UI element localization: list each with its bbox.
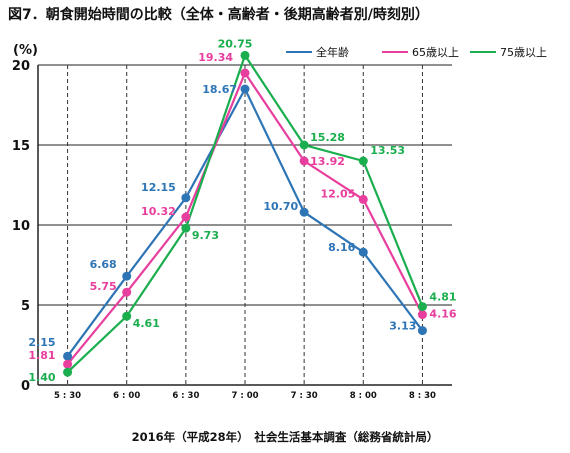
data-label: 8.16 <box>328 241 355 254</box>
data-point <box>122 287 132 297</box>
data-label: 3.13 <box>389 320 416 333</box>
data-label: 9.73 <box>192 229 219 242</box>
tick-labels: 0 5 10 15 20 5 : 30 6 : 00 6 : 30 7 : 00 7 : 30 8 … <box>12 59 436 401</box>
data-label: 4.61 <box>133 317 160 330</box>
y-tick-label: 10 <box>12 219 30 234</box>
data-label: 1.81 <box>28 349 55 362</box>
data-point <box>63 367 73 377</box>
legend: 全年齢 65歳以上 75歳以上 <box>286 45 547 59</box>
x-tick-label: 8 : 00 <box>350 391 377 401</box>
data-label: 18.67 <box>202 83 237 96</box>
x-tick-label: 7 : 00 <box>231 391 258 401</box>
x-tick-label: 8 : 30 <box>409 391 436 401</box>
data-point <box>358 194 368 204</box>
x-tick-label: 6 : 00 <box>113 391 140 401</box>
data-point <box>240 50 250 60</box>
data-label: 15.28 <box>310 131 345 144</box>
y-tick-label: 5 <box>21 299 30 314</box>
data-labels: 2.15 6.68 12.15 18.67 10.70 8.16 3.13 1.81 5.75 1… <box>28 37 456 384</box>
data-point <box>240 68 250 78</box>
legend-entry: 75歳以上 <box>500 46 547 59</box>
data-label: 12.15 <box>141 181 176 194</box>
data-label: 19.34 <box>198 51 233 64</box>
data-point <box>417 326 427 336</box>
x-tick-label: 5 : 30 <box>54 391 81 401</box>
data-point <box>299 140 309 150</box>
y-tick-label: 20 <box>12 59 30 74</box>
data-point <box>299 207 309 217</box>
data-point <box>63 351 73 361</box>
data-point <box>63 359 73 369</box>
data-label: 4.81 <box>429 291 456 304</box>
y-tick-label: 15 <box>12 139 30 154</box>
legend-entry: 全年齢 <box>316 45 349 59</box>
data-point <box>181 212 191 222</box>
data-point <box>358 156 368 166</box>
data-label: 12.05 <box>320 187 355 200</box>
data-point <box>181 193 191 203</box>
data-label: 13.92 <box>310 155 345 168</box>
data-point <box>299 156 309 166</box>
data-point <box>240 84 250 94</box>
data-label: 1.40 <box>28 371 55 384</box>
data-label: 6.68 <box>90 258 117 271</box>
data-label: 2.15 <box>28 336 55 349</box>
data-label: 13.53 <box>370 144 405 157</box>
data-point <box>417 310 427 320</box>
data-label: 20.75 <box>218 37 253 50</box>
data-point <box>417 302 427 312</box>
axes <box>37 65 452 386</box>
y-tick-label: 0 <box>21 379 30 394</box>
data-point <box>122 271 132 281</box>
chart-title: 図7．朝食開始時間の比較（全体・高齢者・後期高齢者別/時刻別） <box>8 7 429 23</box>
data-label: 10.70 <box>263 200 298 213</box>
data-point <box>181 223 191 233</box>
source-footer: 2016年（平成28年） 社会生活基本調査（総務省統計局） <box>131 430 439 444</box>
x-tick-label: 7 : 30 <box>291 391 318 401</box>
x-tick-label: 6 : 30 <box>172 391 199 401</box>
data-point <box>358 247 368 257</box>
data-label: 10.32 <box>141 205 176 218</box>
data-point <box>122 311 132 321</box>
y-axis-unit-label: (%) <box>13 43 38 58</box>
data-label: 4.16 <box>429 308 456 321</box>
data-label: 5.75 <box>90 280 117 293</box>
series-points <box>63 50 427 377</box>
legend-entry: 65歳以上 <box>412 46 459 59</box>
